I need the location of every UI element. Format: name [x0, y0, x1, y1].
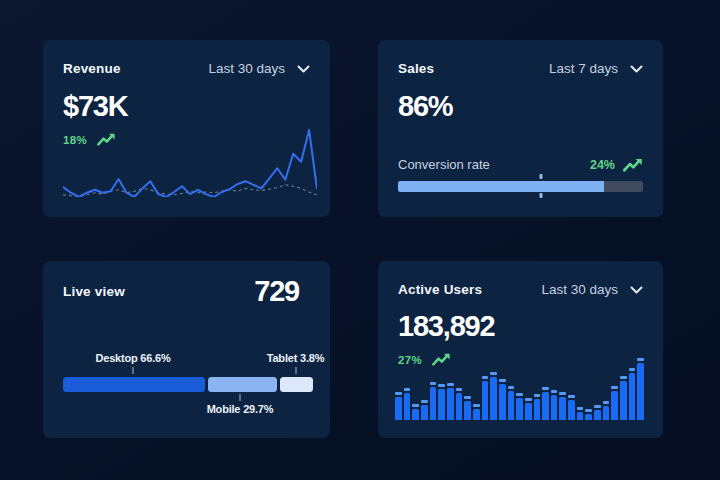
tablet-label: Tablet 3.8% — [267, 352, 325, 364]
revenue-line-chart — [63, 125, 317, 197]
sales-delta-label: 24% — [590, 158, 615, 172]
live-view-title: Live view — [63, 284, 125, 299]
user-bar — [421, 400, 428, 420]
live-view-value: 729 — [254, 281, 299, 302]
user-bar — [464, 396, 471, 420]
active-users-card: Active Users Last 30 days 183,892 27% — [378, 261, 663, 438]
revenue-range-label: Last 30 days — [208, 61, 285, 76]
user-bar — [438, 384, 445, 420]
tablet-segment — [280, 377, 314, 392]
active-users-range-label: Last 30 days — [541, 282, 618, 297]
user-bar — [585, 409, 592, 420]
user-bar — [568, 395, 575, 420]
progress-track — [398, 181, 643, 192]
desktop-label: Desktop 66.6% — [95, 352, 170, 364]
desktop-tick — [132, 367, 134, 374]
user-bar — [412, 404, 419, 420]
active-users-range-dropdown[interactable]: Last 30 days — [541, 282, 643, 297]
user-bar — [559, 392, 566, 420]
user-bar — [508, 386, 515, 420]
user-bar — [499, 379, 506, 420]
user-bar — [577, 407, 584, 420]
conversion-rate-label: Conversion rate — [398, 157, 490, 172]
user-bar — [404, 388, 411, 420]
sales-delta-badge: 24% — [590, 158, 643, 172]
mobile-tick — [239, 394, 241, 401]
active-users-bar-chart — [395, 354, 644, 420]
user-bar — [525, 398, 532, 420]
chevron-down-icon — [297, 65, 310, 73]
revenue-title: Revenue — [63, 61, 121, 76]
sales-range-dropdown[interactable]: Last 7 days — [549, 61, 643, 76]
user-bar — [542, 387, 549, 420]
user-bar — [534, 394, 541, 420]
user-bar — [620, 376, 627, 420]
chevron-down-icon — [630, 286, 643, 294]
user-bar — [611, 386, 618, 420]
user-bar — [629, 368, 636, 420]
user-bar — [551, 390, 558, 420]
revenue-range-dropdown[interactable]: Last 30 days — [208, 61, 310, 76]
sales-value: 86% — [398, 90, 643, 123]
sales-card: Sales Last 7 days 86% Conversion rate 24… — [378, 40, 663, 217]
active-users-title: Active Users — [398, 282, 482, 297]
conversion-progress-bar — [398, 181, 643, 192]
sales-title: Sales — [398, 61, 434, 76]
user-bar — [456, 388, 463, 420]
progress-marker-bottom — [540, 193, 543, 198]
user-bar — [516, 393, 523, 420]
dashboard-grid: Revenue Last 30 days $73K 18% Sales Last… — [43, 40, 663, 438]
trending-up-icon — [623, 158, 643, 172]
mobile-label: Mobile 29.7% — [207, 403, 274, 415]
user-bar — [430, 382, 437, 420]
desktop-segment — [63, 377, 205, 392]
live-view-card: Live view 729 Desktop 66.6% Tablet 3.8% … — [43, 261, 330, 438]
user-bar — [490, 372, 497, 420]
tablet-tick — [295, 367, 297, 374]
revenue-value: $73K — [63, 90, 310, 123]
device-distribution-chart: Desktop 66.6% Tablet 3.8% Mobile 29.7% — [63, 352, 313, 416]
progress-fill — [398, 181, 604, 192]
user-bar — [447, 383, 454, 420]
chevron-down-icon — [630, 65, 643, 73]
mobile-segment — [208, 377, 277, 392]
revenue-card: Revenue Last 30 days $73K 18% — [43, 40, 330, 217]
user-bar — [395, 392, 402, 420]
progress-marker-top — [540, 174, 543, 179]
user-bar — [603, 401, 610, 420]
user-bar — [482, 376, 489, 420]
sales-range-label: Last 7 days — [549, 61, 618, 76]
active-users-value: 183,892 — [398, 310, 643, 343]
user-bar — [473, 404, 480, 420]
user-bar — [637, 358, 644, 420]
user-bar — [594, 405, 601, 420]
